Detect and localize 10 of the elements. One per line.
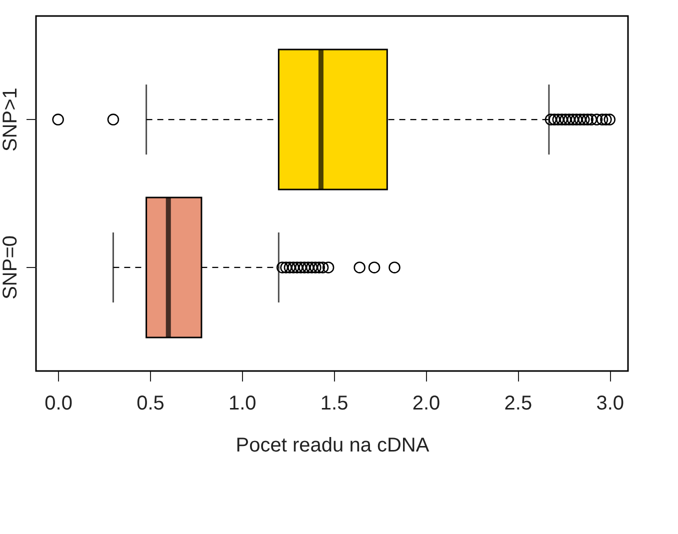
y-tick-label: SNP>1: [0, 88, 22, 152]
x-tick-label: 1.5: [320, 392, 348, 414]
x-tick-label: 3.0: [596, 392, 624, 414]
x-tick-label: 1.0: [228, 392, 256, 414]
x-tick-label: 0.5: [136, 392, 164, 414]
x-tick-label: 0.0: [44, 392, 72, 414]
x-axis-title: Pocet readu na cDNA: [236, 434, 430, 456]
y-tick-label: SNP=0: [0, 235, 22, 300]
x-tick-label: 2.5: [504, 392, 532, 414]
x-tick-label: 2.0: [412, 392, 440, 414]
